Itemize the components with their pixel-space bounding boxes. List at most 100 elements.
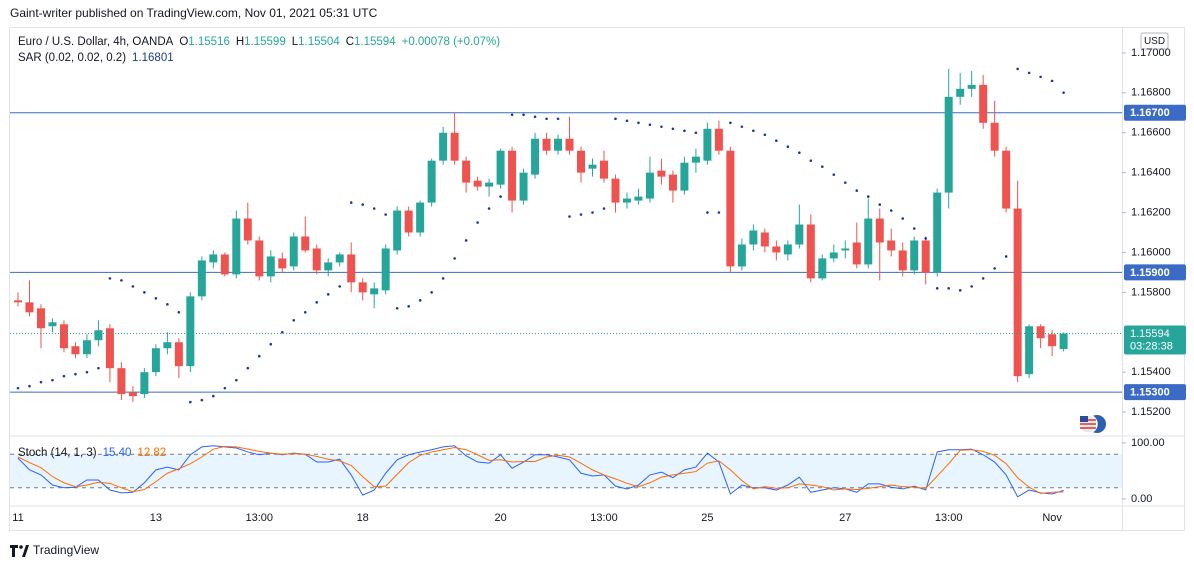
candle-body <box>496 150 505 185</box>
sar-dot <box>648 123 652 127</box>
y-tick-label: 1.17000 <box>1131 47 1171 59</box>
x-tick-label: Nov <box>1042 512 1062 524</box>
y-tick-label: 1.16400 <box>1131 167 1171 179</box>
candle-body <box>381 248 390 291</box>
sar-dot <box>1050 79 1054 83</box>
candle-body <box>48 322 57 327</box>
candle-body <box>289 236 298 267</box>
sar-dot <box>683 129 686 133</box>
sar-dot <box>108 277 112 280</box>
candle-body <box>14 300 22 303</box>
sar-dot <box>694 131 698 135</box>
sar-dot <box>430 291 433 294</box>
candle-body <box>887 240 896 251</box>
candle-body <box>301 236 310 251</box>
legend: SAR (0.02, 0.02, 0.2) 1.16801 <box>18 52 174 64</box>
legend-item: H <box>236 36 244 48</box>
candle-body <box>737 244 746 267</box>
candle-body <box>209 254 218 263</box>
x-tick-label: 20 <box>494 512 506 524</box>
sar-dot <box>637 121 640 125</box>
currency-button[interactable] <box>1140 32 1169 50</box>
legend: Euro / U.S. Dollar, 4h, OANDA O1.15516 H1.… <box>18 36 500 48</box>
sar-dot <box>591 211 594 214</box>
candle-body <box>829 252 838 259</box>
sar-dot <box>407 305 410 308</box>
sar-dot <box>958 289 962 292</box>
candle-body <box>404 210 413 233</box>
candle-body <box>1048 334 1057 347</box>
sar-dot <box>62 374 66 378</box>
sar-dot <box>889 209 893 212</box>
sar-dot <box>947 287 950 290</box>
sar-dot <box>361 203 365 206</box>
candle-body <box>324 262 333 271</box>
sar-dot <box>510 113 514 117</box>
candle-body <box>473 180 482 187</box>
candle-body <box>611 178 620 203</box>
sar-dot <box>292 318 296 322</box>
x-tick-label: 13 <box>150 512 162 524</box>
sar-dot <box>372 207 376 210</box>
price-label-box <box>1124 104 1186 121</box>
legend-item: 1.15504 <box>298 36 340 48</box>
candle-body <box>519 172 528 201</box>
footer-logo <box>10 545 29 557</box>
candle-body <box>393 210 402 251</box>
candle-body <box>841 248 850 251</box>
sar-dot <box>729 121 732 125</box>
sar-dot <box>625 119 629 123</box>
sar-dot <box>970 285 973 288</box>
candle-body <box>117 368 126 395</box>
stoch-line <box>17 445 1064 494</box>
candle-body <box>266 256 275 277</box>
sar-dot <box>855 189 859 192</box>
legend-item: C <box>346 36 354 48</box>
sar-dot <box>143 291 146 294</box>
sar-dot <box>981 277 985 280</box>
sar-dot <box>235 378 238 382</box>
candle-body <box>140 372 149 395</box>
legend-item: 15.40 <box>103 447 132 459</box>
candle-body <box>577 150 586 173</box>
sar-dot <box>166 303 169 306</box>
candle-body <box>347 254 356 283</box>
candle-body <box>439 132 448 161</box>
candle-body <box>875 218 884 243</box>
candle-body <box>36 308 45 329</box>
candle-body <box>105 328 114 369</box>
sar-dot <box>384 213 387 216</box>
currency-label: USD <box>1144 36 1165 47</box>
sar-dot <box>154 297 158 300</box>
candle-body <box>450 132 459 161</box>
sar-dot <box>752 129 755 133</box>
legend-item: L <box>292 36 299 48</box>
candle-body <box>703 128 712 161</box>
candle-body <box>910 240 919 271</box>
sar-dot <box>821 165 824 168</box>
candle-body <box>71 346 80 355</box>
candle-body <box>174 342 183 367</box>
y-tick-label: 1.16800 <box>1131 87 1171 99</box>
candle-body <box>668 174 677 191</box>
candle-body <box>772 246 781 253</box>
candle-body <box>220 254 229 275</box>
sar-dot <box>522 113 525 117</box>
legend-item: SAR (0.02, 0.02, 0.2) <box>18 52 126 64</box>
x-tick-label: 13:00 <box>590 512 618 524</box>
sar-dot <box>395 307 399 310</box>
candle-body <box>783 244 792 255</box>
candle-body <box>795 224 804 245</box>
candle-body <box>818 258 827 279</box>
sar-dot <box>579 213 583 216</box>
sar-dot <box>326 293 330 296</box>
candle-body <box>852 242 861 265</box>
sar-dot <box>85 370 89 374</box>
sar-dot <box>1039 75 1042 79</box>
y-tick-label: 1.15200 <box>1131 406 1171 418</box>
sar-dot <box>602 207 606 210</box>
sar-dot <box>487 207 491 210</box>
candle-body <box>726 150 735 267</box>
candle-body <box>967 84 976 89</box>
candle-body <box>186 296 195 367</box>
